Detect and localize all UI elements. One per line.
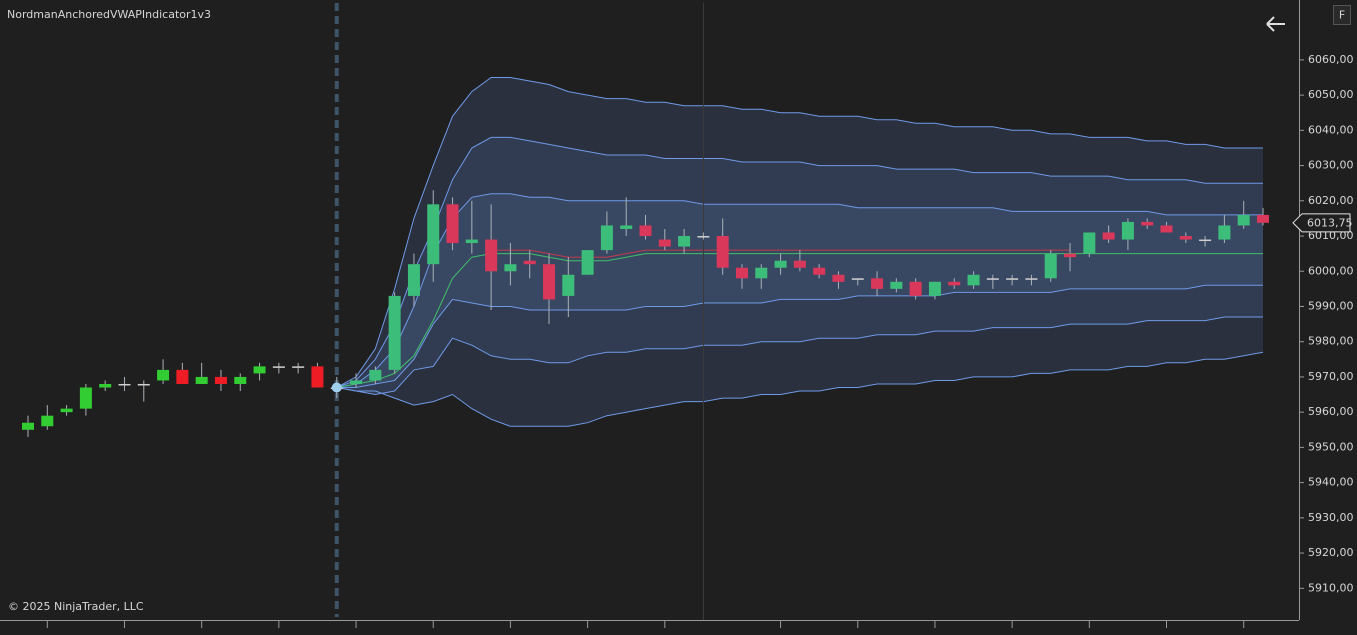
candle-body xyxy=(639,225,652,237)
candle-body xyxy=(890,281,903,289)
f-button-label[interactable]: F xyxy=(1339,9,1345,22)
candle-body xyxy=(407,264,420,296)
candle-body xyxy=(1199,239,1212,242)
candle-body xyxy=(581,250,594,275)
candle-body xyxy=(1218,225,1231,240)
candle-body xyxy=(871,278,884,289)
candle-body xyxy=(427,204,440,265)
f-button-box[interactable] xyxy=(1333,5,1351,25)
candle-body xyxy=(388,295,401,370)
y-tick-label: 6030,00 xyxy=(1308,159,1354,172)
candle-body xyxy=(253,366,266,374)
candle-body xyxy=(446,204,459,244)
band-line xyxy=(336,77,1263,388)
candle-body xyxy=(1044,253,1057,279)
candle-body xyxy=(735,267,748,279)
y-tick-label: 5950,00 xyxy=(1308,440,1354,453)
candle-body xyxy=(369,369,382,381)
candle-body xyxy=(234,376,247,384)
candle-body xyxy=(1025,278,1038,280)
candle-body xyxy=(118,383,131,386)
candle-body xyxy=(1257,214,1269,223)
candle-body xyxy=(851,278,864,280)
candle-body xyxy=(1102,232,1115,240)
candle-body xyxy=(793,260,806,268)
back-button[interactable] xyxy=(1266,16,1285,32)
indicator-title: NordmanAnchoredVWAPIndicator1v3 xyxy=(7,8,211,21)
candle-body xyxy=(600,225,613,251)
candle-body xyxy=(22,422,34,430)
band-fill xyxy=(336,193,1263,388)
y-tick-label: 6050,00 xyxy=(1308,88,1354,101)
price-tag xyxy=(1292,213,1351,233)
y-tick-label: 5910,00 xyxy=(1308,581,1354,594)
band-line xyxy=(336,316,1263,396)
candle-body xyxy=(1179,236,1192,240)
candle-body xyxy=(774,260,787,268)
y-tick-label: 5920,00 xyxy=(1308,546,1354,559)
candle-body xyxy=(504,264,517,272)
candle-body xyxy=(465,239,478,244)
y-tick-label: 5960,00 xyxy=(1308,405,1354,418)
candle-body xyxy=(678,236,691,247)
candle-body xyxy=(928,281,941,296)
f-button[interactable]: F xyxy=(1333,5,1351,25)
band-line xyxy=(336,193,1263,388)
candle-body xyxy=(176,369,189,384)
candle-body xyxy=(1064,253,1077,258)
candle-body xyxy=(137,383,150,386)
anchor-point xyxy=(331,382,342,393)
candle-body xyxy=(543,264,556,300)
band-line xyxy=(336,136,1263,388)
candle-body xyxy=(755,267,768,279)
candle-body xyxy=(813,267,826,275)
back-arrow[interactable] xyxy=(1266,16,1285,32)
price-tag-label: 6013,75 xyxy=(1307,216,1353,229)
copyright: © 2025 NinjaTrader, LLC xyxy=(8,600,144,613)
candle-body xyxy=(523,260,536,265)
candle-body xyxy=(292,366,305,368)
candle-body xyxy=(620,225,633,229)
candle-body xyxy=(1237,214,1250,226)
candle-body xyxy=(948,281,961,286)
candle-body xyxy=(311,366,324,388)
candle-body xyxy=(1006,278,1019,280)
candle-body xyxy=(485,239,498,272)
candle-body xyxy=(1121,221,1134,240)
candle-body xyxy=(1141,221,1154,226)
candle-body xyxy=(350,380,363,384)
candle-body xyxy=(909,281,922,296)
band-line xyxy=(336,351,1264,427)
y-tick-label: 6060,00 xyxy=(1308,53,1354,66)
y-tick-label: 5930,00 xyxy=(1308,511,1354,524)
candle-body xyxy=(272,366,285,368)
candle-body xyxy=(967,274,980,286)
candle-body xyxy=(658,239,671,247)
candle-body xyxy=(1083,232,1096,254)
y-tick-label: 5970,00 xyxy=(1308,370,1354,383)
y-tick-label: 5980,00 xyxy=(1308,335,1354,348)
candle-body xyxy=(562,274,575,296)
candle-body xyxy=(41,415,54,427)
candle-body xyxy=(832,274,845,282)
y-tick-label: 6000,00 xyxy=(1308,264,1354,277)
candle-body xyxy=(60,408,73,413)
candle-body xyxy=(195,376,208,384)
candle-body xyxy=(697,236,710,238)
candle-body xyxy=(99,383,112,388)
y-tick-label: 6020,00 xyxy=(1308,194,1354,207)
y-tick-label: 6040,00 xyxy=(1308,123,1354,136)
candle-body xyxy=(214,376,227,384)
y-tick-label: 5940,00 xyxy=(1308,476,1354,489)
candle-body xyxy=(986,278,999,280)
candle-body xyxy=(1160,225,1173,233)
candle-body xyxy=(716,236,729,268)
candle-body xyxy=(79,387,92,409)
candle-body xyxy=(157,369,170,381)
y-tick-label: 5990,00 xyxy=(1308,299,1354,312)
